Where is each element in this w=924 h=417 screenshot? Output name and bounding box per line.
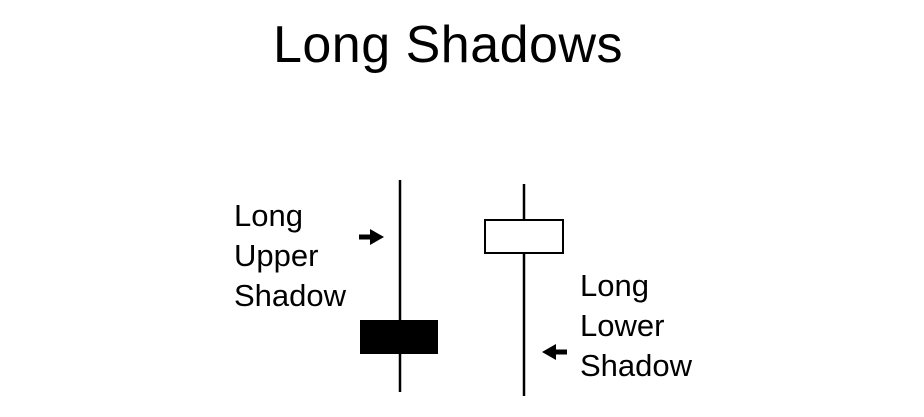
label-line: Upper	[234, 238, 319, 273]
long-upper-shadow-label: Long Upper Shadow	[234, 196, 346, 316]
page-title: Long Shadows	[272, 16, 624, 74]
label-line: Long	[580, 268, 649, 303]
label-line: Shadow	[580, 348, 693, 383]
candle-body-hollow	[484, 219, 564, 254]
label-line: Lower	[580, 308, 665, 343]
arrow-right-icon	[359, 229, 384, 245]
long-lower-shadow-label: Long Lower Shadow	[580, 266, 692, 386]
arrow-left-icon	[542, 344, 567, 360]
candle-body-filled	[360, 320, 438, 354]
label-line: Shadow	[234, 278, 347, 313]
bearish-candle	[360, 180, 438, 392]
label-line: Long	[234, 198, 303, 233]
bullish-candle	[484, 184, 564, 396]
